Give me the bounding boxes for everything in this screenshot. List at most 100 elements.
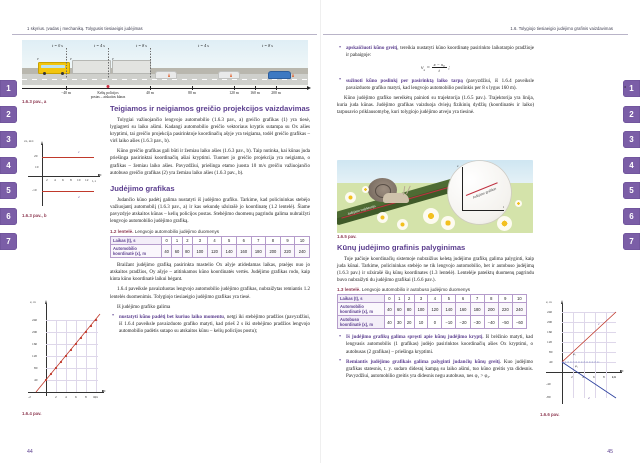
daisy-flower bbox=[362, 186, 369, 193]
cell: 140 bbox=[441, 302, 457, 317]
bullet-lead: sužinoti kūno poslinkį per pasirinktą la… bbox=[346, 78, 463, 84]
lens-x-axis bbox=[462, 210, 504, 211]
lens-y-axis bbox=[462, 167, 463, 211]
chart-velocity-vs-time: vx, m/s t, s 20 10 -10 2 4 6 8 10 12 1 2 bbox=[22, 139, 104, 212]
chapter-tab[interactable]: 4 bbox=[0, 156, 17, 174]
chapter-tab[interactable]: 1 bbox=[0, 80, 17, 97]
running-head-left: 1 skyrius. Įvadas į mechaniką. Tolygusis… bbox=[27, 26, 143, 31]
cell: 160 bbox=[235, 244, 252, 259]
chapter-tab[interactable]: 1 bbox=[623, 80, 640, 97]
bus-vehicle bbox=[38, 62, 70, 76]
table-number: 1.2 lentelė. bbox=[110, 229, 134, 235]
cell: 5 bbox=[441, 294, 457, 304]
cell: 2 bbox=[403, 294, 415, 304]
paragraph: Judančio kūno padėtį galima nustatyti iš… bbox=[110, 197, 310, 225]
velocity-vector-label: v⃗ bbox=[112, 57, 117, 61]
table-row: Laikas (t), s 0 1 2 3 4 5 6 7 8 9 10 bbox=[337, 294, 528, 304]
list-item: Iš judėjimo grafikų galima spręsti apie … bbox=[337, 334, 533, 355]
rule-left bbox=[12, 34, 317, 35]
cell: 40 bbox=[384, 302, 395, 317]
data-table-1-3: Laikas (t), s 0 1 2 3 4 5 6 7 8 9 10 Aut… bbox=[337, 294, 528, 330]
cell: 200 bbox=[483, 302, 499, 317]
y-tick-label: 240 bbox=[547, 310, 553, 314]
y-tick-label: 200 bbox=[547, 320, 553, 324]
snail-body bbox=[383, 193, 409, 203]
cell: 8 bbox=[265, 236, 281, 246]
chapter-tab[interactable]: 3 bbox=[0, 131, 17, 148]
right-column-lower: Kūnų judėjimo grafinis palyginimas Toje … bbox=[337, 243, 534, 383]
cell: −40 bbox=[483, 315, 499, 330]
car-vehicle bbox=[268, 71, 291, 79]
bullet-lead: apskaičiuoti kūno greitį bbox=[346, 46, 398, 51]
x-tick-label: 10 bbox=[612, 375, 616, 379]
daisy-flower bbox=[441, 216, 455, 230]
cell: 6 bbox=[455, 294, 471, 304]
x-tick-label: 4 bbox=[65, 395, 67, 399]
x-tick-label: -2 bbox=[28, 395, 31, 399]
x-axis-label: t, s bbox=[94, 395, 98, 399]
y-axis-label: x, m bbox=[30, 300, 36, 304]
bullet-rest: , netgi iki stebėjimo pradžios (pavyzdži… bbox=[119, 314, 310, 334]
cell: 4 bbox=[206, 236, 223, 246]
cell: 120 bbox=[206, 244, 223, 259]
y-tick-label: 200 bbox=[32, 330, 38, 334]
table-number: 1.3 lentelė. bbox=[337, 287, 361, 293]
paragraph: Iš judėjimo grafiko galima bbox=[117, 304, 171, 310]
cell: 40 bbox=[384, 315, 395, 330]
cell: 10 bbox=[511, 294, 528, 304]
axis-tick-label: −40 m bbox=[61, 91, 71, 95]
figure-caption: 1.6.3 pav., a bbox=[22, 99, 47, 104]
y-axis-arrow bbox=[561, 300, 563, 304]
cell: 9 bbox=[279, 236, 296, 246]
y-axis bbox=[42, 144, 43, 206]
y-axis-label: x, m bbox=[546, 300, 552, 304]
row-label: Laikas (t), s bbox=[337, 294, 385, 304]
series-annotation-1: 1 bbox=[598, 322, 600, 326]
cell: 160 bbox=[455, 302, 471, 317]
y-tick-label: -10 bbox=[32, 188, 37, 192]
chapter-tab[interactable]: 5 bbox=[623, 182, 640, 199]
y-tick-label: -40 bbox=[546, 382, 551, 386]
x-tick-label: 8 bbox=[85, 395, 87, 399]
cone-icon bbox=[292, 73, 294, 77]
axis-name-x: x bbox=[624, 84, 626, 89]
y-tick-label: 80 bbox=[34, 366, 38, 370]
x-tick-label: 2 bbox=[55, 395, 57, 399]
cell: 8 bbox=[483, 294, 499, 304]
cell: 200 bbox=[265, 244, 281, 259]
time-marker-line bbox=[150, 48, 151, 78]
chapter-tab[interactable]: 7 bbox=[623, 233, 640, 250]
time-label: t = 0 s bbox=[52, 43, 63, 48]
cell: 7 bbox=[250, 236, 267, 246]
cell: 80 bbox=[403, 302, 415, 317]
series-annotation-1: 1 bbox=[78, 150, 80, 154]
x-axis-label: t, s bbox=[92, 179, 96, 183]
chapter-tab[interactable]: 4 bbox=[623, 156, 640, 174]
chapter-tab[interactable]: 7 bbox=[0, 233, 17, 250]
y-tick-label: 40 bbox=[549, 360, 553, 364]
chapter-tab[interactable]: 5 bbox=[0, 182, 17, 199]
chapter-tab[interactable]: 6 bbox=[623, 207, 640, 225]
chapter-tabs-right[interactable]: 1 2 3 4 5 6 7 bbox=[623, 80, 640, 250]
chapter-tab[interactable]: 6 bbox=[0, 207, 17, 225]
chapter-tabs-left[interactable]: 1 2 3 4 5 6 7 bbox=[0, 80, 17, 250]
series-lines bbox=[561, 311, 617, 399]
y-tick-label: 80 bbox=[549, 350, 553, 354]
paragraph: Toje pačioje koordinačių sistemoje nubra… bbox=[337, 257, 534, 284]
chapter-tab[interactable]: 3 bbox=[623, 131, 640, 148]
series-line-car bbox=[35, 313, 101, 393]
chapter-tab[interactable]: 2 bbox=[0, 105, 17, 123]
velocity-vector-label: v⃗ bbox=[70, 57, 75, 61]
section-heading: Teigiamos ir neigiamos greičio projekcij… bbox=[110, 104, 310, 113]
truck-vehicle bbox=[112, 60, 151, 74]
daisy-flower bbox=[497, 216, 512, 231]
chart-comparison: x, m t, s 40 80 120 160 200 240 -40 -80 … bbox=[540, 300, 630, 412]
table-row: Laikas (t), s 0 1 2 3 4 5 6 7 8 9 10 bbox=[110, 236, 310, 246]
cell: −50 bbox=[497, 315, 513, 330]
page-number-right: 45 bbox=[607, 449, 613, 455]
cell: 3 bbox=[413, 294, 429, 304]
formula-denominator: t bbox=[438, 68, 440, 74]
chapter-tab[interactable]: 2 bbox=[623, 105, 640, 123]
y-tick-label: 20 bbox=[34, 154, 38, 158]
row-label: Automobilio koordinatė (x), m bbox=[337, 302, 385, 317]
